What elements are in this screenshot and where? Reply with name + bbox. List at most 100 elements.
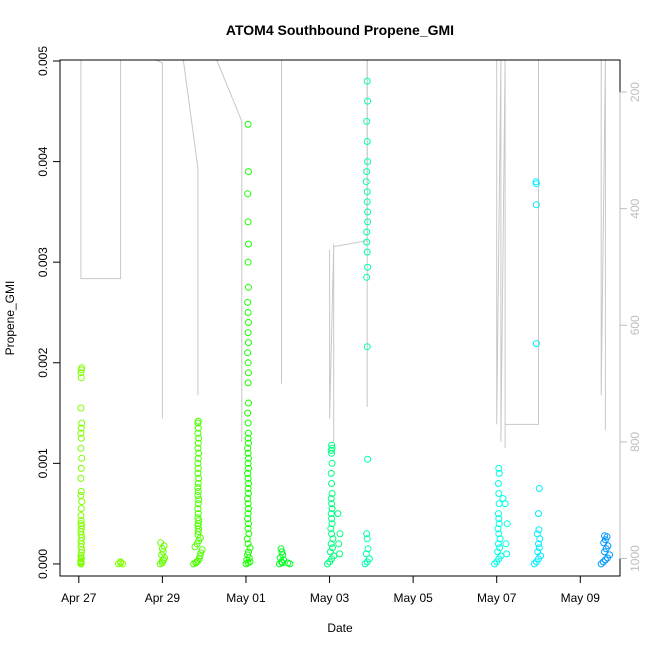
data-point	[495, 520, 503, 528]
data-point	[328, 480, 336, 487]
data-point	[245, 399, 252, 407]
data-point	[496, 544, 504, 552]
data-point	[245, 240, 252, 248]
y-tick-label: 0.001	[36, 448, 50, 478]
data-point	[328, 505, 336, 513]
data-point	[243, 535, 251, 543]
data-point	[77, 474, 85, 482]
data-point	[198, 546, 206, 554]
data-point	[363, 168, 371, 176]
pressure-track-line	[216, 59, 243, 442]
data-point	[363, 530, 371, 538]
data-point	[491, 560, 499, 568]
data-point	[195, 496, 203, 504]
data-point	[77, 525, 85, 533]
data-point	[244, 434, 252, 442]
y-tick-label: 0.002	[36, 347, 50, 377]
data-point	[77, 429, 85, 437]
data-point	[244, 190, 252, 198]
data-point	[327, 469, 335, 477]
data-point	[194, 510, 202, 518]
data-point	[327, 525, 335, 533]
data-point	[336, 530, 344, 538]
data-point	[532, 340, 540, 348]
data-point	[245, 464, 252, 472]
x-tick-label: Apr 27	[61, 591, 97, 605]
right-tick-label: 800	[628, 432, 642, 452]
data-point	[77, 557, 85, 565]
data-point	[78, 454, 86, 462]
data-point	[364, 455, 372, 463]
data-point	[246, 544, 254, 552]
data-point	[195, 525, 203, 533]
data-point	[194, 464, 202, 472]
right-axis: 200 400 600 800 1000	[619, 82, 642, 572]
data-point	[363, 343, 371, 351]
data-point	[77, 488, 85, 495]
data-point	[495, 530, 503, 538]
plot-frame	[59, 59, 621, 577]
data-point	[278, 548, 286, 556]
data-point	[329, 535, 337, 543]
data-point	[77, 424, 85, 432]
data-point	[328, 500, 336, 508]
data-point	[78, 419, 86, 427]
data-point	[494, 510, 502, 518]
pressure-track-line	[155, 59, 163, 419]
data-point	[494, 540, 502, 548]
data-point	[77, 369, 85, 377]
data-point	[328, 515, 336, 523]
data-point	[535, 485, 543, 492]
y-tick-label: 0.004	[36, 146, 50, 176]
data-point	[77, 444, 85, 452]
data-point	[335, 540, 343, 548]
data-point	[244, 379, 252, 387]
data-point	[245, 369, 252, 377]
data-point	[365, 555, 373, 563]
data-point	[364, 545, 372, 553]
data-point	[78, 364, 86, 372]
data-point	[117, 558, 125, 566]
data-point	[194, 505, 202, 513]
data-point	[244, 474, 252, 482]
data-point	[245, 480, 252, 487]
data-point	[328, 520, 336, 528]
data-point	[77, 505, 85, 513]
data-point	[361, 560, 369, 568]
data-point	[363, 188, 371, 196]
x-tick-label: May 05	[393, 591, 433, 605]
data-point	[326, 548, 334, 556]
x-axis: Apr 27 Apr 29 May 01 May 03 May 05 May 07 May …	[61, 575, 600, 605]
data-point	[364, 218, 372, 226]
data-point	[244, 510, 252, 518]
data-point	[503, 550, 511, 558]
data-point	[327, 495, 335, 502]
pressure-track-line	[600, 59, 606, 431]
data-point	[194, 424, 202, 432]
data-point	[194, 444, 202, 452]
data-point	[244, 449, 252, 457]
data-point	[363, 248, 371, 256]
data-point	[606, 551, 614, 559]
data-point	[364, 158, 372, 166]
data-point	[244, 515, 252, 523]
data-point	[194, 500, 202, 508]
data-point	[195, 434, 203, 442]
data-point	[245, 283, 252, 291]
data-point	[245, 490, 252, 497]
data-point	[244, 349, 252, 357]
data-point	[157, 539, 165, 547]
data-point	[244, 500, 252, 508]
y-axis: 0.000 0.001 0.002 0.003 0.004 0.005	[36, 46, 61, 579]
data-point	[535, 510, 542, 518]
right-tick-label: 600	[628, 315, 642, 335]
data-point	[363, 77, 371, 85]
data-point	[328, 490, 336, 497]
data-point	[244, 459, 252, 467]
data-point	[364, 263, 372, 271]
data-point	[495, 515, 503, 523]
data-point	[244, 120, 252, 128]
pressure-track-line	[80, 60, 122, 280]
pressure-track-lines	[80, 59, 606, 448]
data-point	[597, 560, 605, 568]
